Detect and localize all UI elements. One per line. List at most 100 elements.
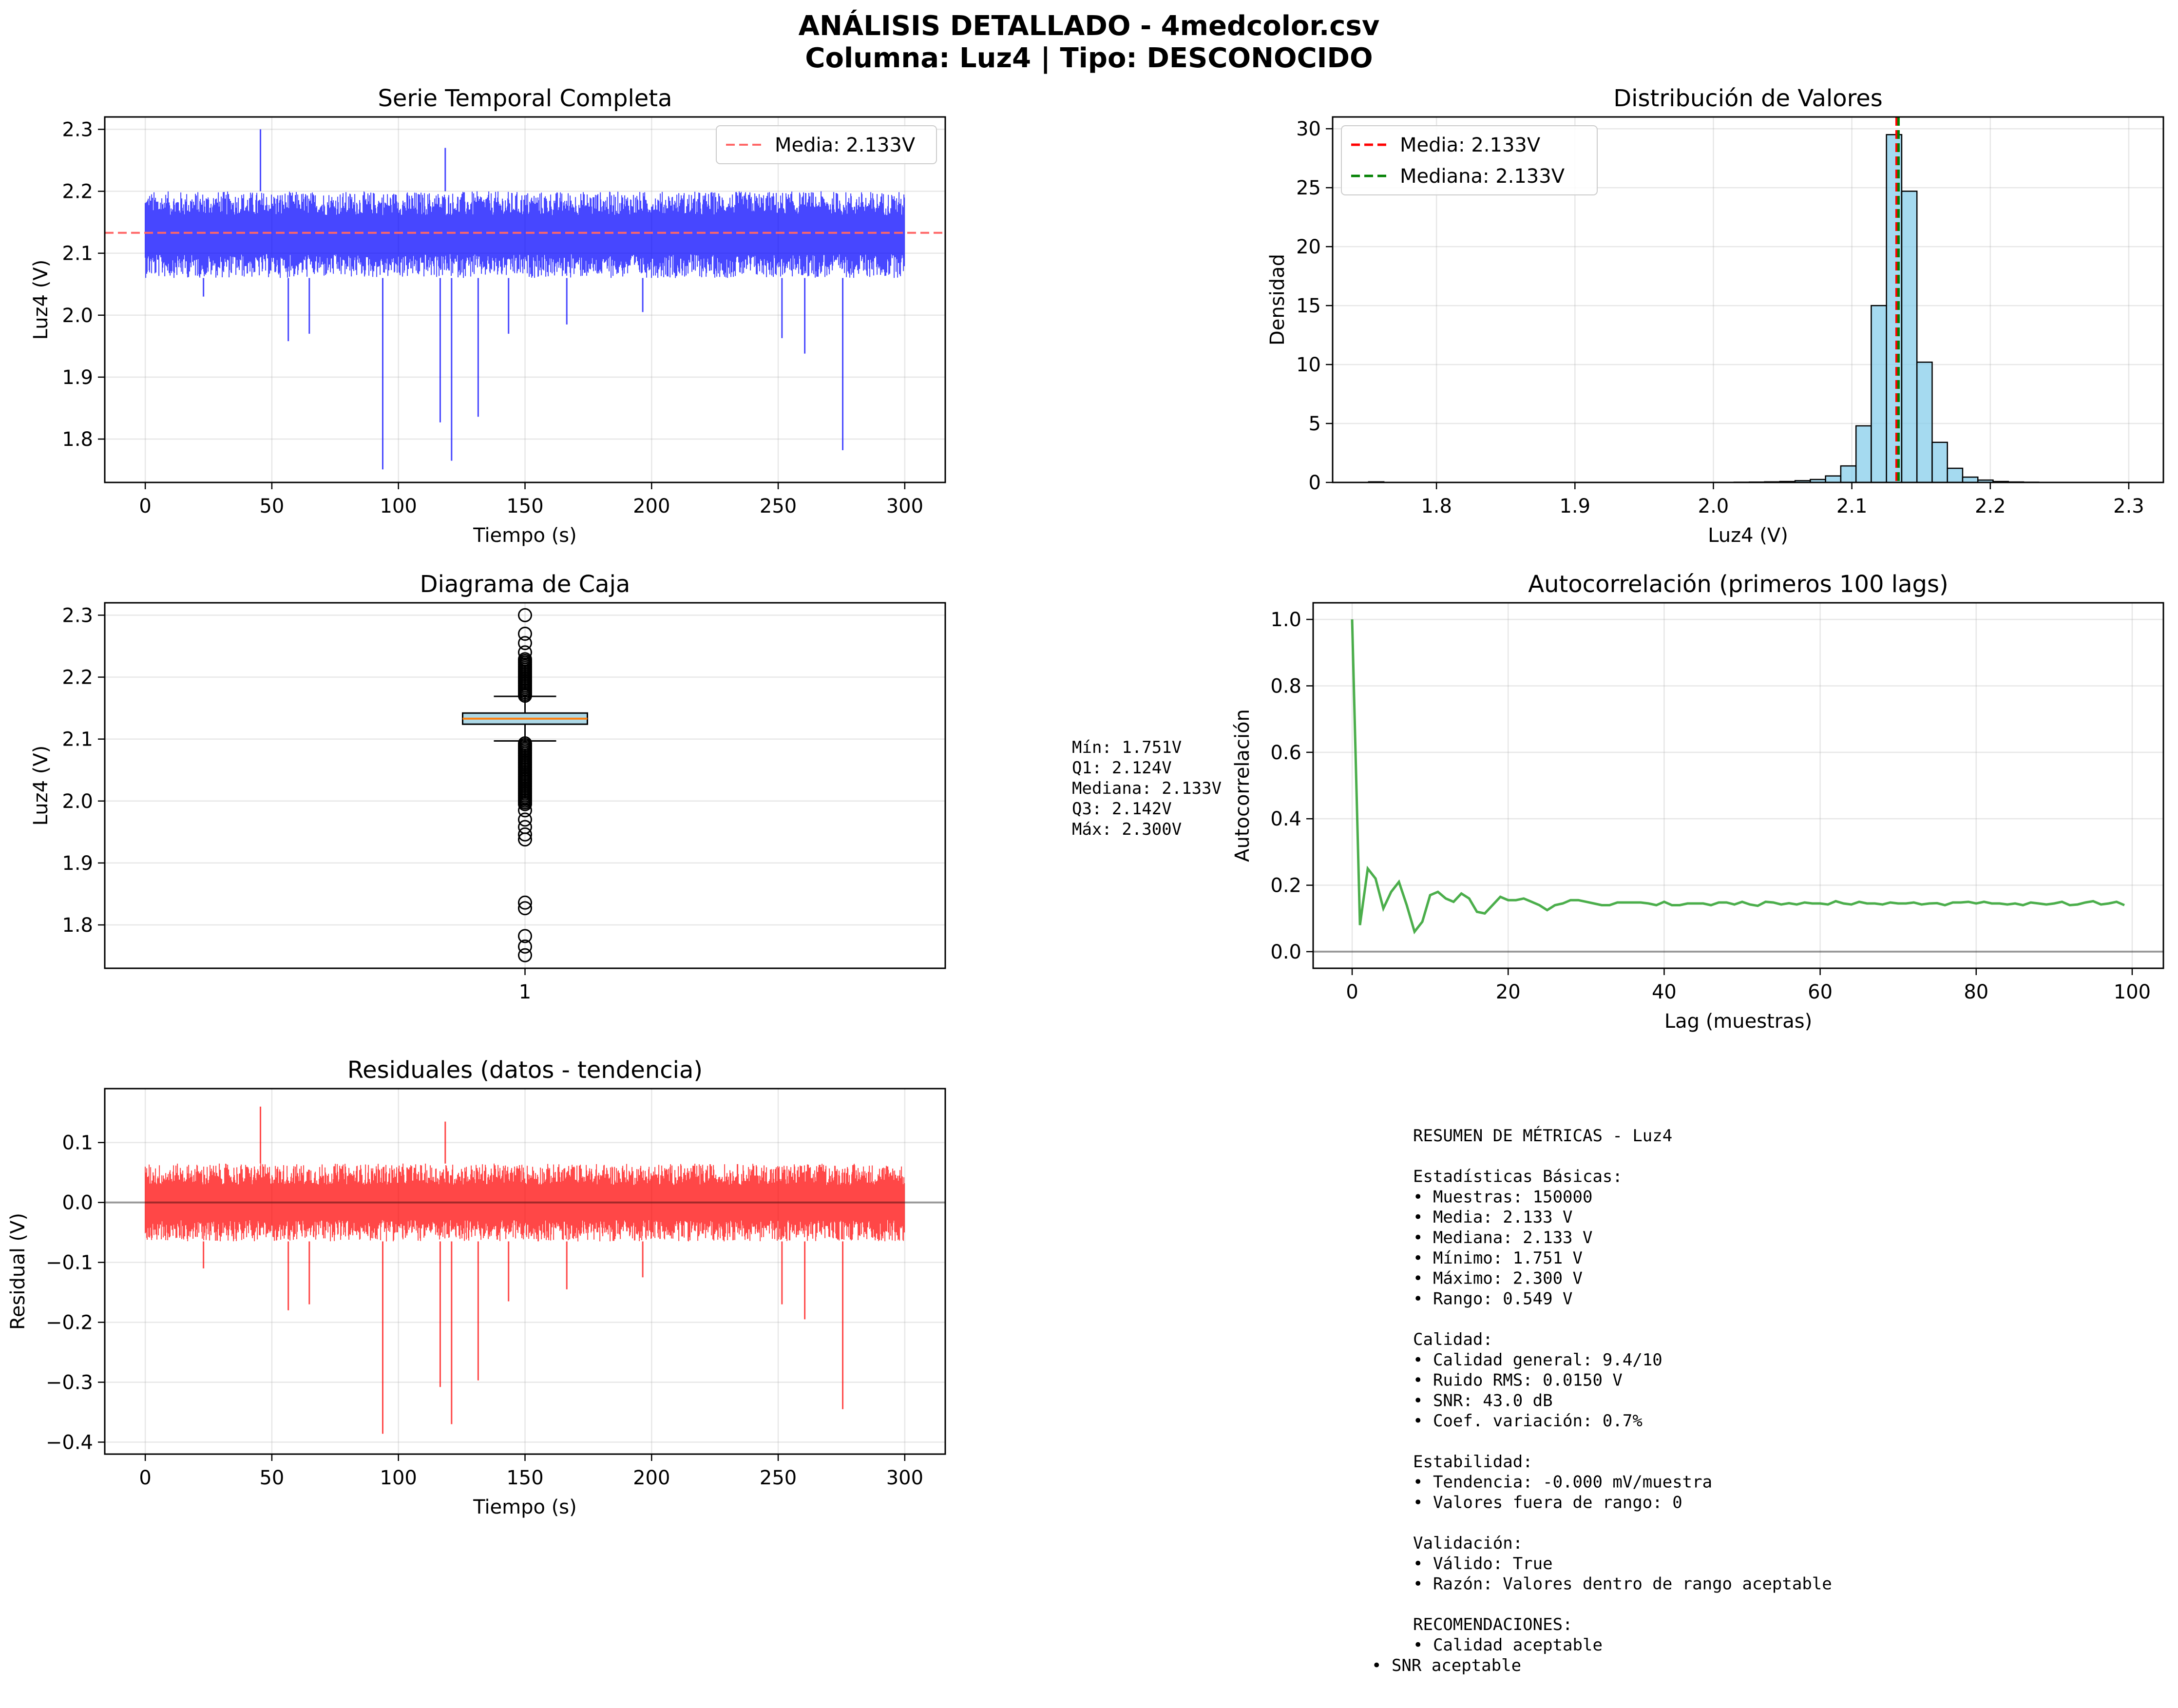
panel-title: Serie Temporal Completa bbox=[378, 85, 672, 112]
legend: Media: 2.133V Mediana: 2.133V bbox=[1341, 125, 1598, 195]
y-tick-label: 15 bbox=[1296, 295, 1321, 317]
x-tick-label: 2.1 bbox=[1836, 495, 1868, 518]
y-tick-label: 1.9 bbox=[62, 366, 93, 389]
x-tick-label: 100 bbox=[380, 1467, 417, 1489]
histogram-bar bbox=[1901, 191, 1918, 483]
y-tick-label: 0.6 bbox=[1270, 742, 1301, 764]
summary-line: Estabilidad: bbox=[1413, 1452, 1533, 1472]
x-axis-label: Tiempo (s) bbox=[473, 524, 577, 547]
axes-frame bbox=[104, 602, 946, 969]
y-tick-label: 1.8 bbox=[62, 428, 93, 451]
y-tick-label: 0.4 bbox=[1270, 808, 1301, 830]
figure-title-line1: ANÁLISIS DETALLADO - 4medcolor.csv bbox=[799, 10, 1380, 42]
legend-box bbox=[1341, 125, 1598, 195]
grid-lines bbox=[105, 1089, 945, 1454]
outlier-point bbox=[518, 736, 532, 751]
outlier-point bbox=[518, 608, 532, 622]
outlier-point bbox=[518, 827, 532, 842]
panel-title: Distribución de Valores bbox=[1613, 85, 1883, 112]
y-axis-label: Luz4 (V) bbox=[30, 746, 52, 826]
histogram-bar bbox=[1871, 305, 1887, 483]
summary-line: • SNR: 43.0 dB bbox=[1413, 1391, 1553, 1410]
x-tick-label: 250 bbox=[760, 1467, 797, 1489]
box-stat-line: Mediana: 2.133V bbox=[1072, 779, 1222, 798]
legend-box bbox=[716, 125, 937, 164]
x-tick-label: 150 bbox=[506, 1467, 543, 1489]
y-tick-label: 0.0 bbox=[62, 1192, 93, 1214]
y-tick-label: 0 bbox=[1309, 472, 1321, 494]
y-tick-label: −0.3 bbox=[46, 1371, 93, 1394]
summary-line: • SNR aceptable bbox=[1372, 1656, 1521, 1675]
y-tick-label: 1.0 bbox=[1270, 609, 1301, 631]
x-tick-label: 2.0 bbox=[1698, 495, 1729, 518]
panel-title: Diagrama de Caja bbox=[420, 571, 630, 598]
x-tick-label: 0 bbox=[139, 1467, 151, 1489]
y-tick-label: 0.0 bbox=[1270, 941, 1301, 963]
summary-line: • Mediana: 2.133 V bbox=[1413, 1228, 1592, 1247]
histogram-bar bbox=[1825, 475, 1842, 483]
x-tick-label: 1.9 bbox=[1559, 495, 1590, 518]
box-stat-line: Mín: 1.751V bbox=[1072, 738, 1182, 757]
box-stat-line: Q3: 2.142V bbox=[1072, 799, 1172, 819]
summary-line: Estadísticas Básicas: bbox=[1413, 1167, 1623, 1187]
x-tick-label: 50 bbox=[259, 495, 284, 518]
outlier-point bbox=[518, 895, 532, 910]
y-tick-label: 30 bbox=[1296, 118, 1321, 140]
y-tick-label: 0.1 bbox=[62, 1132, 93, 1154]
summary-line: • Mínimo: 1.751 V bbox=[1413, 1248, 1583, 1268]
x-tick-label: 60 bbox=[1808, 981, 1833, 1003]
histogram-bar bbox=[1916, 361, 1933, 483]
x-axis-label: Lag (muestras) bbox=[1664, 1010, 1812, 1033]
x-tick-label: 0 bbox=[1346, 981, 1358, 1003]
y-tick-label: 2.2 bbox=[62, 181, 93, 203]
x-tick-label: 0 bbox=[139, 495, 151, 518]
histogram-bar bbox=[1931, 441, 1948, 483]
box-stat-line: Máx: 2.300V bbox=[1072, 820, 1182, 839]
histogram-bar bbox=[1947, 467, 1964, 483]
panel-title: Autocorrelación (primeros 100 lags) bbox=[1528, 571, 1949, 598]
y-tick-label: 0.8 bbox=[1270, 675, 1301, 697]
x-tick-label: 300 bbox=[886, 1467, 923, 1489]
x-tick-label: 100 bbox=[2114, 981, 2151, 1003]
outlier-point bbox=[518, 901, 532, 916]
legend-label: Media: 2.133V bbox=[775, 134, 916, 156]
y-tick-label: 25 bbox=[1296, 177, 1321, 199]
grid-lines bbox=[105, 117, 945, 482]
y-tick-label: −0.4 bbox=[46, 1431, 93, 1454]
panel-title: Residuales (datos - tendencia) bbox=[347, 1056, 703, 1084]
axes-frame bbox=[1312, 602, 2164, 969]
x-tick-label: 200 bbox=[633, 1467, 670, 1489]
summary-line: • Calidad aceptable bbox=[1413, 1635, 1603, 1655]
summary-line: RECOMENDACIONES: bbox=[1413, 1615, 1573, 1634]
y-tick-label: 2.2 bbox=[62, 667, 93, 689]
summary-line: • Tendencia: -0.000 mV/muestra bbox=[1413, 1473, 1712, 1492]
summary-line: • Máximo: 2.300 V bbox=[1413, 1269, 1583, 1288]
y-tick-label: 2.3 bbox=[62, 604, 93, 627]
residuals-panel: 0 50 100 150 200 250 300 −0.4 −0.3 −0.2 −0.1 0.0 0.1… bbox=[7, 1056, 946, 1518]
x-tick-label: 1.8 bbox=[1421, 495, 1452, 518]
autocorrelation-panel: 0 20 40 60 80 100 0.0 0.2 0.4 0.6 0.8 1.0 Autocorrel… bbox=[1231, 571, 2164, 1033]
outlier-point bbox=[518, 652, 532, 667]
y-axis-label: Autocorrelación bbox=[1231, 709, 1254, 862]
grid-lines bbox=[1313, 603, 2163, 968]
boxplot-panel: 1 1.8 1.9 2.0 2.1 2.2 2.3 Diagrama de Caja Luz4 … bbox=[30, 571, 946, 1003]
outlier-point bbox=[518, 940, 532, 954]
summary-line: • Ruido RMS: 0.0150 V bbox=[1413, 1371, 1623, 1390]
outlier-point bbox=[518, 929, 532, 943]
y-axis-label: Residual (V) bbox=[7, 1213, 29, 1330]
x-tick-label: 250 bbox=[760, 495, 797, 518]
summary-line: Calidad: bbox=[1413, 1330, 1493, 1349]
x-tick-label: 100 bbox=[380, 495, 417, 518]
y-tick-label: 5 bbox=[1309, 413, 1321, 435]
x-tick-label: 1 bbox=[519, 981, 531, 1003]
axes-frame bbox=[104, 1088, 946, 1455]
x-tick-label: 300 bbox=[886, 495, 923, 518]
y-axis-label: Luz4 (V) bbox=[30, 260, 52, 340]
legend-label: Mediana: 2.133V bbox=[1400, 165, 1565, 188]
outlier-point bbox=[518, 820, 532, 834]
summary-line: RESUMEN DE MÉTRICAS - Luz4 bbox=[1413, 1126, 1672, 1146]
metrics-summary-text: RESUMEN DE MÉTRICAS - Luz4 Estadísticas B… bbox=[1372, 1126, 1832, 1675]
summary-line: • Razón: Valores dentro de rango aceptab… bbox=[1413, 1574, 1832, 1594]
y-tick-label: −0.1 bbox=[46, 1252, 93, 1274]
